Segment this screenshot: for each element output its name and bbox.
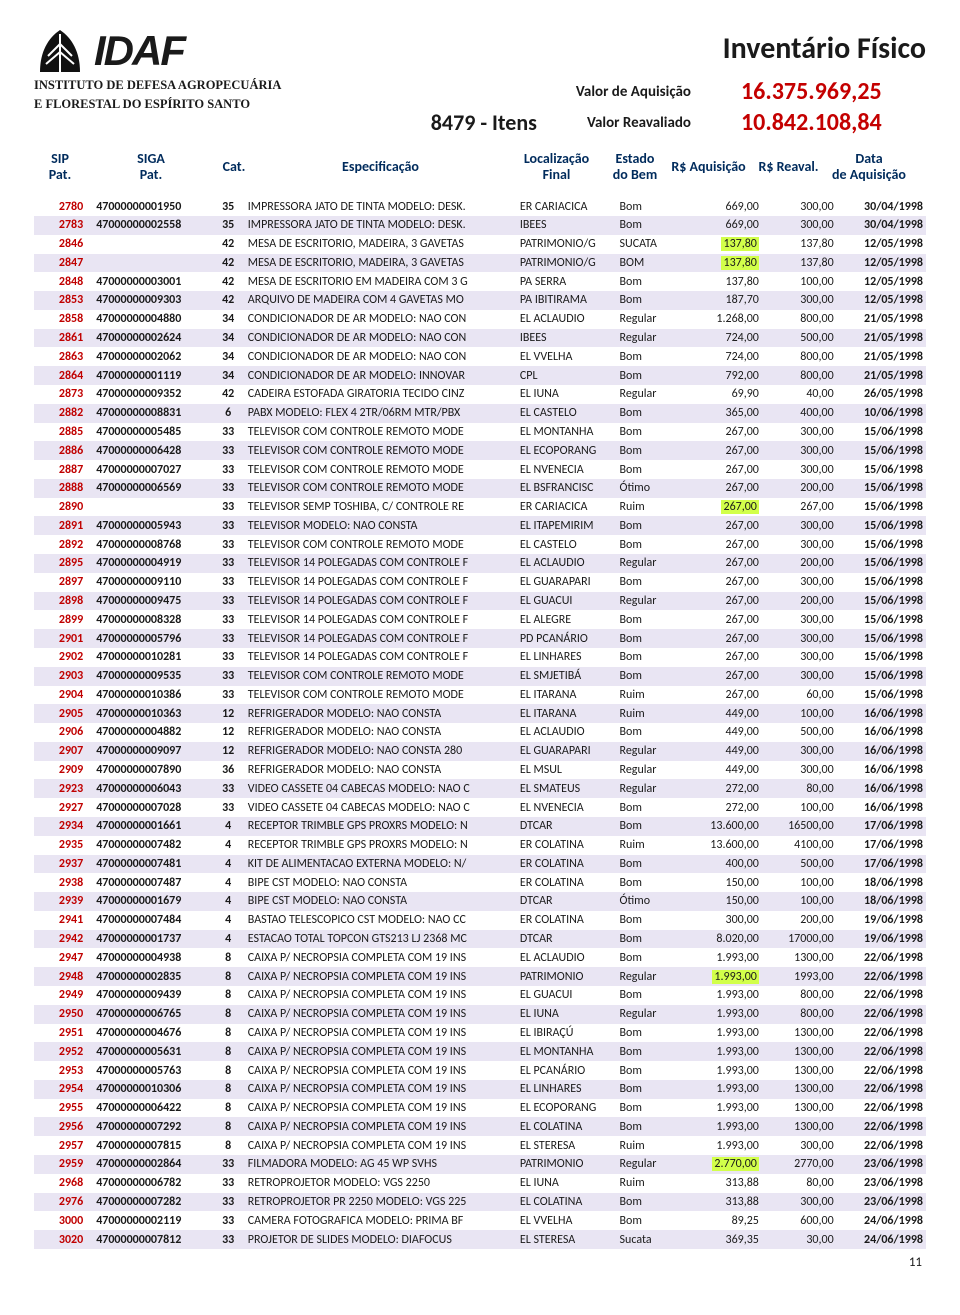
table-row: 2955470000000064228CAIXA P/ NECROPSIA CO… <box>34 1099 926 1118</box>
table-row: 28584700000000488034CONDICIONADOR DE AR … <box>34 310 926 329</box>
table-row: 2956470000000072928CAIXA P/ NECROPSIA CO… <box>34 1117 926 1136</box>
table-row: 2882470000000088316PABX MODELO: FLEX 4 2… <box>34 404 926 423</box>
table-row: 29024700000001028133TELEVISOR 14 POLEGAD… <box>34 648 926 667</box>
logo-block: IDAF INSTITUTO DE DEFESA AGROPECUÁRIA E … <box>34 28 364 112</box>
table-row: 28984700000000947533TELEVISOR 14 POLEGAD… <box>34 592 926 611</box>
table-row: 289033TELEVISOR SEMP TOSHIBA, C/ CONTROL… <box>34 498 926 517</box>
table-row: 2934470000000016614RECEPTOR TRIMBLE GPS … <box>34 817 926 836</box>
table-row: 29234700000000604333VIDEO CASSETE 04 CAB… <box>34 779 926 798</box>
leaf-icon <box>34 28 86 74</box>
table-row: 2938470000000074874BIPE CST MODELO: NAO … <box>34 873 926 892</box>
table-row: 29274700000000702833VIDEO CASSETE 04 CAB… <box>34 798 926 817</box>
table-row: 30204700000000781233PROJETOR DE SLIDES M… <box>34 1230 926 1249</box>
table-row: 2951470000000046768CAIXA P/ NECROPSIA CO… <box>34 1024 926 1043</box>
table-row: 28914700000000594333TELEVISOR MODELO: NA… <box>34 516 926 535</box>
table-row: 28534700000000930342ARQUIVO DE MADEIRA C… <box>34 291 926 310</box>
table-row: 29034700000000953533TELEVISOR COM CONTRO… <box>34 667 926 686</box>
table-row: 2949470000000094398CAIXA P/ NECROPSIA CO… <box>34 986 926 1005</box>
table-row: 28644700000000111934CONDICIONADOR DE AR … <box>34 366 926 385</box>
table-row: 28634700000000206234CONDICIONADOR DE AR … <box>34 347 926 366</box>
table-row: 2954470000000103068CAIXA P/ NECROPSIA CO… <box>34 1080 926 1099</box>
table-row: 28994700000000832833TELEVISOR 14 POLEGAD… <box>34 610 926 629</box>
valor-reavaliado-label: Valor Reavaliado <box>587 114 691 132</box>
table-row: 28734700000000935242CADEIRA ESTOFADA GIR… <box>34 385 926 404</box>
table-row: 29764700000000728233RETROPROJETOR PR 225… <box>34 1193 926 1212</box>
table-row: 2950470000000067658CAIXA P/ NECROPSIA CO… <box>34 1005 926 1024</box>
table-row: 28924700000000876833TELEVISOR COM CONTRO… <box>34 535 926 554</box>
org-line-2: E FLORESTAL DO ESPÍRITO SANTO <box>34 97 364 112</box>
org-line-1: INSTITUTO DE DEFESA AGROPECUÁRIA <box>34 78 364 93</box>
table-row: 29054700000001036312REFRIGERADOR MODELO:… <box>34 704 926 723</box>
valor-aquisicao-label: Valor de Aquisição <box>576 83 691 101</box>
table-row: 284742MESA DE ESCRITORIO, MADEIRA, 3 GAV… <box>34 254 926 273</box>
table-row: 2935470000000074824RECEPTOR TRIMBLE GPS … <box>34 836 926 855</box>
table-row: 30004700000000211933CAMERA FOTOGRAFICA M… <box>34 1211 926 1230</box>
logo-text: IDAF <box>94 32 184 70</box>
table-row: 28954700000000491933TELEVISOR 14 POLEGAD… <box>34 554 926 573</box>
main-title: Inventário Físico <box>364 30 926 67</box>
inventory-table: 27804700000000195035IMPRESSORA JATO DE T… <box>34 197 926 1249</box>
table-row: 29074700000000909712REFRIGERADOR MODELO:… <box>34 742 926 761</box>
table-row: 284642MESA DE ESCRITORIO, MADEIRA, 3 GAV… <box>34 235 926 254</box>
table-row: 29594700000000286433FILMADORA MODELO: AG… <box>34 1155 926 1174</box>
table-row: 2948470000000028358CAIXA P/ NECROPSIA CO… <box>34 967 926 986</box>
table-row: 2941470000000074844BASTAO TELESCOPICO CS… <box>34 911 926 930</box>
table-row: 28614700000000262434CONDICIONADOR DE AR … <box>34 329 926 348</box>
valor-reavaliado: 10.842.108,84 <box>741 108 926 137</box>
table-row: 29094700000000789036REFRIGERADOR MODELO:… <box>34 761 926 780</box>
table-row: 2953470000000057638CAIXA P/ NECROPSIA CO… <box>34 1061 926 1080</box>
table-row: 27804700000000195035IMPRESSORA JATO DE T… <box>34 197 926 216</box>
table-row: 28884700000000656933TELEVISOR COM CONTRO… <box>34 479 926 498</box>
table-row: 29014700000000579633TELEVISOR 14 POLEGAD… <box>34 629 926 648</box>
table-row: 2947470000000049388CAIXA P/ NECROPSIA CO… <box>34 948 926 967</box>
table-row: 2937470000000074814KIT DE ALIMENTACAO EX… <box>34 855 926 874</box>
table-row: 28874700000000702733TELEVISOR COM CONTRO… <box>34 460 926 479</box>
table-row: 2939470000000016794BIPE CST MODELO: NAO … <box>34 892 926 911</box>
itens-count: 8479 - Itens <box>431 109 537 136</box>
table-row: 2952470000000056318CAIXA P/ NECROPSIA CO… <box>34 1042 926 1061</box>
table-row: 28864700000000642833TELEVISOR COM CONTRO… <box>34 441 926 460</box>
table-row: 28484700000000300142MESA DE ESCRITORIO E… <box>34 272 926 291</box>
table-row: 29064700000000488212REFRIGERADOR MODELO:… <box>34 723 926 742</box>
table-row: 2957470000000078158CAIXA P/ NECROPSIA CO… <box>34 1136 926 1155</box>
column-headers: SIPPat. SIGAPat. Cat. Especificação Loca… <box>34 151 926 183</box>
table-row: 29684700000000678233RETROPROJETOR MODELO… <box>34 1174 926 1193</box>
table-row: 29044700000001038633TELEVISOR COM CONTRO… <box>34 686 926 705</box>
table-row: 27834700000000255835IMPRESSORA JATO DE T… <box>34 216 926 235</box>
valor-aquisicao: 16.375.969,25 <box>741 77 926 106</box>
page-number: 11 <box>34 1249 926 1270</box>
table-row: 28974700000000911033TELEVISOR 14 POLEGAD… <box>34 573 926 592</box>
table-row: 2942470000000017374ESTACAO TOTAL TOPCON … <box>34 930 926 949</box>
table-row: 28854700000000548533TELEVISOR COM CONTRO… <box>34 423 926 442</box>
